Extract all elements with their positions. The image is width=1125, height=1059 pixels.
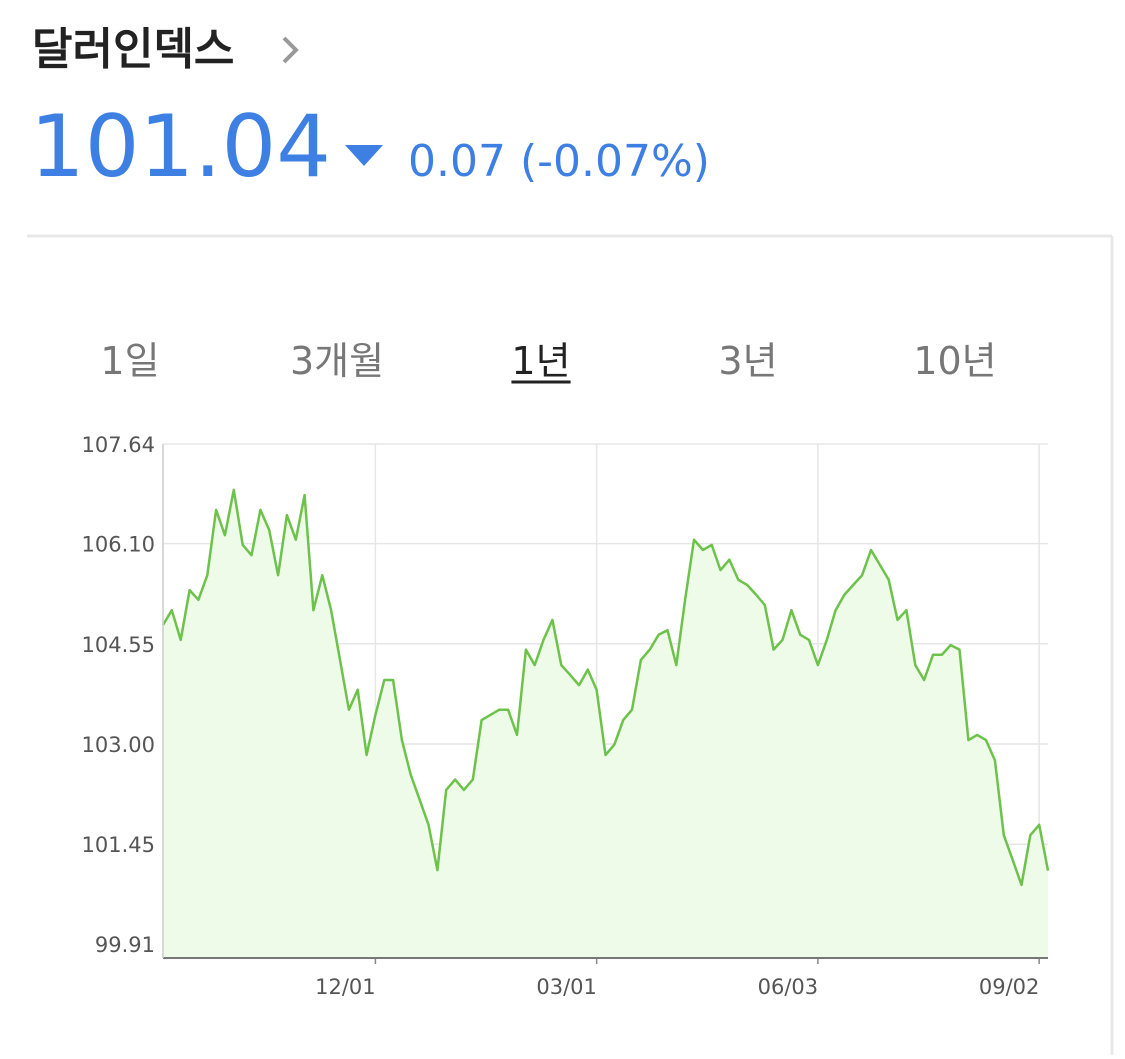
y-tick-label: 103.00 <box>82 733 155 757</box>
change-value: 0.07 <box>408 136 506 187</box>
x-tick-label: 09/02 <box>979 975 1040 999</box>
title[interactable]: 달러인덱스 <box>32 24 234 75</box>
x-tick-label: 12/01 <box>315 975 376 999</box>
tab[interactable]: 3개월 <box>290 339 384 383</box>
tab[interactable]: 1일 <box>100 339 159 383</box>
y-tick-label: 107.64 <box>82 433 155 457</box>
change-pct: (-0.07%) <box>520 136 710 187</box>
line <box>161 488 1050 887</box>
tab[interactable]: 10년 <box>913 339 996 383</box>
change: 0.07 (-0.07%) <box>408 136 710 187</box>
tab[interactable]: 3년 <box>718 339 777 383</box>
y-tick-label: 101.45 <box>82 833 155 857</box>
area <box>163 489 1048 958</box>
y-tick-label: 99.91 <box>95 933 155 957</box>
down-arrow-icon <box>345 145 383 166</box>
x-tick-label: 03/01 <box>536 975 597 999</box>
x-tick-label: 06/03 <box>758 975 819 999</box>
y-tick-label: 106.10 <box>82 533 155 557</box>
chevron-icon[interactable] <box>282 36 299 64</box>
y-tick-label: 104.55 <box>82 633 155 657</box>
tab[interactable]: 1년 <box>511 339 570 383</box>
price: 101.04 <box>30 97 331 197</box>
